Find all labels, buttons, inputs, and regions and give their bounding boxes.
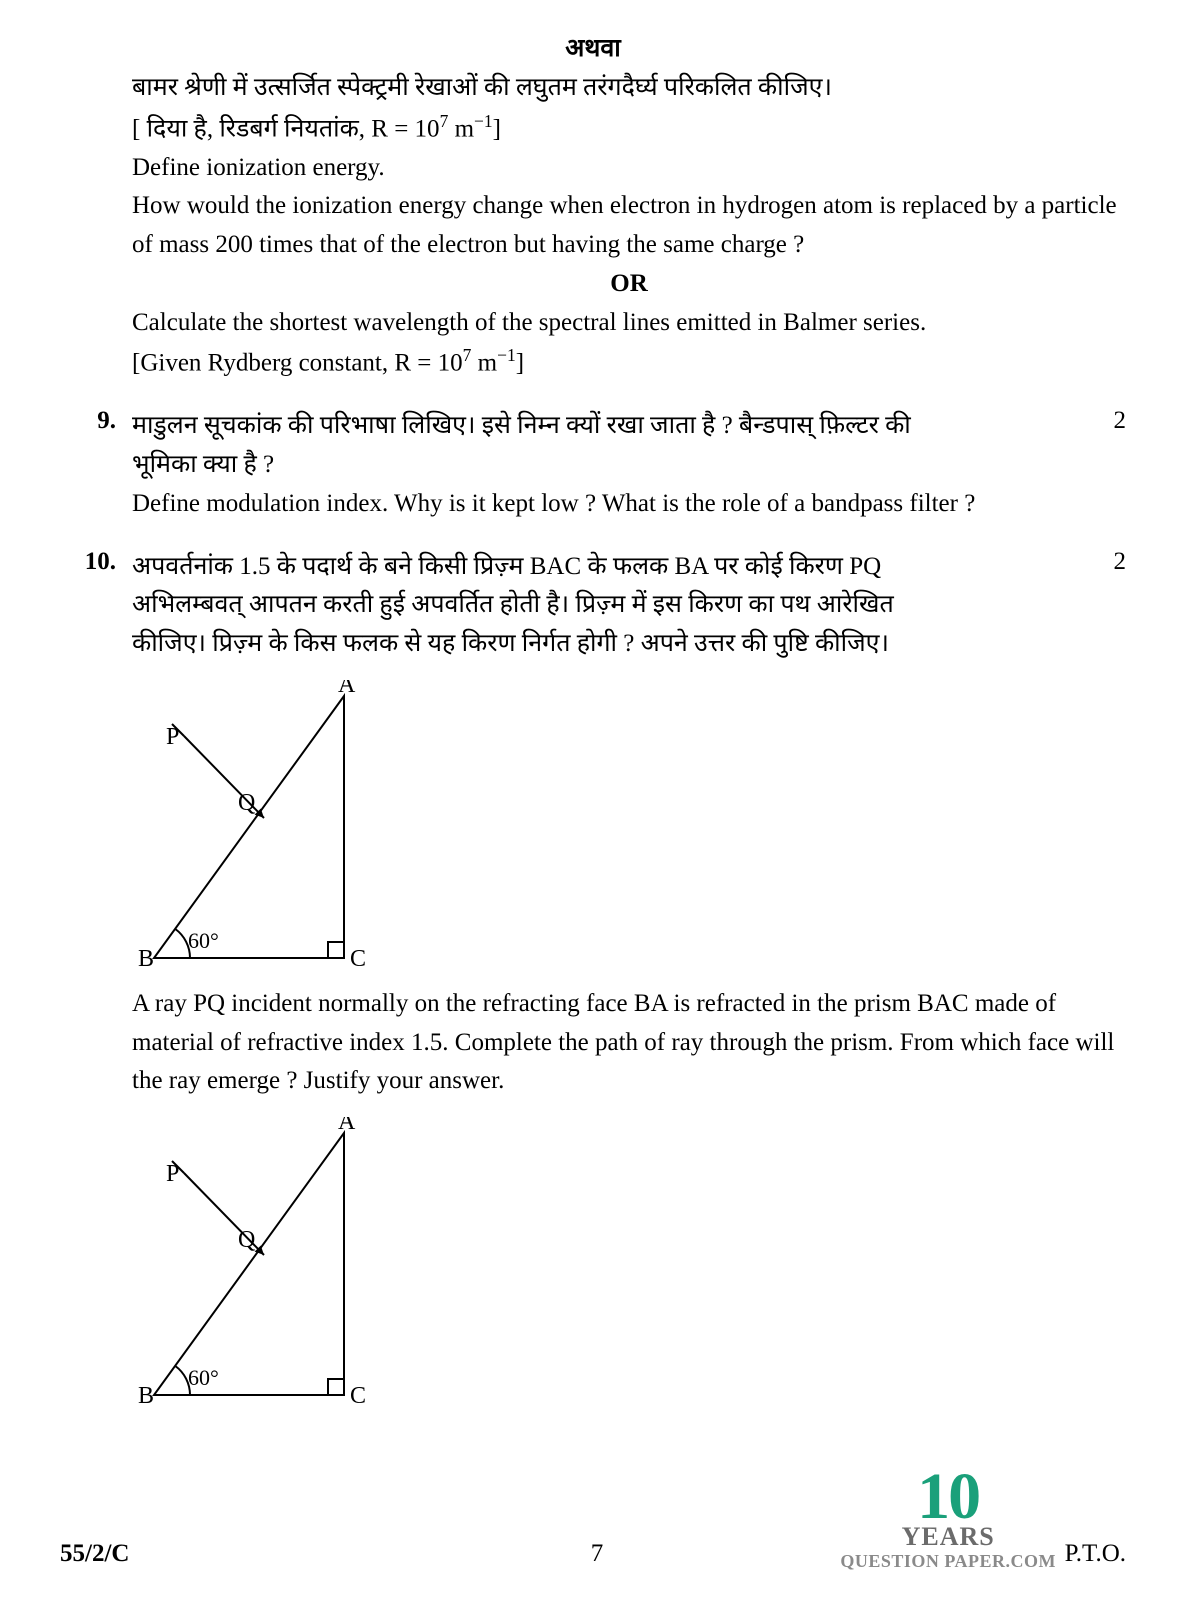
svg-text:60°: 60° [188, 928, 219, 953]
pre-hi-line2-prefix: [ दिया है, रिडबर्ग नियतांक, R = 10 [132, 115, 440, 142]
pre-en-line2: How would the ionization energy change w… [132, 187, 1126, 265]
svg-text:B: B [138, 946, 154, 970]
q10-en: A ray PQ incident normally on the refrac… [132, 985, 1126, 1101]
q10-marks: 2 [1076, 548, 1126, 576]
svg-text:A: A [338, 1117, 356, 1135]
pre-hi-line2: [ दिया है, रिडबर्ग नियतांक, R = 107 m−1] [132, 108, 1126, 149]
prism-svg-copy: A B C P Q 60° [132, 1117, 412, 1407]
q9-en: Define modulation index. Why is it kept … [132, 485, 1126, 524]
footer-right: P.T.O. [1065, 1540, 1126, 1568]
pre-en-or-line2-suffix: m [471, 350, 497, 377]
watermark-ten: 10 [840, 1464, 1056, 1530]
q9-body: माडुलन सूचकांक की परिभाषा लिखिए। इसे निम… [132, 407, 1076, 446]
q10-hi-line3: कीजिए। प्रिज़्म के किस फलक से यह किरण नि… [132, 625, 1126, 664]
svg-text:C: C [350, 1383, 366, 1407]
prism-diagram-1: A B C P Q 60° [132, 680, 1126, 975]
footer-left: 55/2/C [60, 1540, 129, 1568]
pre-hi-line2-end: ] [493, 115, 501, 142]
q9-marks: 2 [1076, 407, 1126, 435]
heading-or-en: OR [132, 265, 1126, 304]
prism-svg: A B C P Q 60° [132, 680, 412, 970]
pre-en-line1: Define ionization energy. [132, 149, 1126, 188]
svg-text:60°: 60° [188, 1365, 219, 1390]
svg-text:P: P [166, 1161, 179, 1187]
question-9: 9. माडुलन सूचकांक की परिभाषा लिखिए। इसे … [60, 407, 1126, 446]
pre-en-or-line2: [Given Rydberg constant, R = 107 m−1] [132, 342, 1126, 383]
sup-minus1: −1 [474, 111, 493, 131]
question-10: 10. अपवर्तनांक 1.5 के पदार्थ के बने किसी… [60, 548, 1126, 587]
sup-minus1-b: −1 [497, 345, 516, 365]
q10-body: अपवर्तनांक 1.5 के पदार्थ के बने किसी प्र… [132, 548, 1076, 587]
q10-hi-line2: अभिलम्बवत् आपतन करती हुई अपवर्तित होती ह… [132, 586, 1126, 625]
q10-hi-line1: अपवर्तनांक 1.5 के पदार्थ के बने किसी प्र… [132, 548, 1076, 587]
q9-number: 9. [60, 407, 132, 435]
pre-hi-line2-suffix: m [448, 115, 474, 142]
svg-text:Q: Q [238, 790, 255, 816]
svg-text:B: B [138, 1383, 154, 1407]
page-container: अथवा बामर श्रेणी में उत्सर्जित स्पेक्ट्र… [0, 0, 1186, 1600]
page-footer: 55/2/C 7 P.T.O. [60, 1540, 1126, 1568]
q9-hi-line1: माडुलन सूचकांक की परिभाषा लिखिए। इसे निम… [132, 407, 1076, 446]
q10-number: 10. [60, 548, 132, 576]
footer-center: 7 [591, 1540, 604, 1568]
svg-text:A: A [338, 680, 356, 698]
pre-hi-line1: बामर श्रेणी में उत्सर्जित स्पेक्ट्रमी रे… [132, 69, 1126, 108]
prism-diagram-2: A B C P Q 60° [132, 1117, 1126, 1412]
sup-7: 7 [440, 111, 449, 131]
q9-hi-line2: भूमिका क्या है ? [132, 446, 1126, 485]
svg-text:C: C [350, 946, 366, 970]
svg-text:Q: Q [238, 1227, 255, 1253]
pre-en-or-line2-end: ] [516, 350, 524, 377]
pre-en-or-line1: Calculate the shortest wavelength of the… [132, 304, 1126, 343]
pre-en-or-line2-prefix: [Given Rydberg constant, R = 10 [132, 350, 463, 377]
heading-athava-hi: अथवा [60, 30, 1126, 69]
svg-text:P: P [166, 724, 179, 750]
